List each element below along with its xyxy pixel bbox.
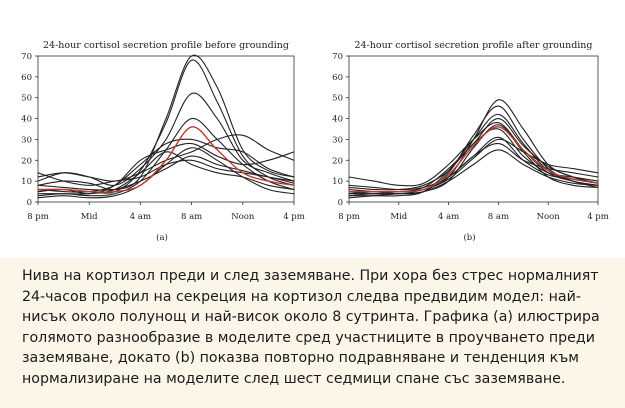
figure-caption: Нива на кортизол преди и след заземяване… [22, 268, 600, 387]
y-tick-label: 10 [332, 177, 343, 187]
series-line-11 [348, 138, 599, 195]
y-tick-label: 50 [21, 94, 32, 104]
series-line-7 [348, 128, 599, 191]
y-tick-label: 60 [332, 73, 343, 83]
x-tick-label: 8 pm [27, 212, 49, 222]
x-tick-label: 8 am [181, 212, 202, 222]
series-line-8 [37, 155, 295, 191]
charts-svg: 24-hour cortisol secretion profile befor… [21, 40, 609, 243]
y-tick-label: 20 [21, 156, 32, 166]
x-tick-label: Mid [81, 212, 98, 222]
y-tick-label: 40 [332, 115, 343, 125]
x-tick-label: 4 am [438, 212, 459, 222]
y-tick-label: 20 [332, 156, 343, 166]
chart-title: 24-hour cortisol secretion profile after… [354, 40, 592, 51]
chart-title: 24-hour cortisol secretion profile befor… [43, 40, 289, 51]
mean-series-line [348, 126, 599, 193]
y-tick-label: 40 [21, 115, 32, 125]
figure-panel: 24-hour cortisol secretion profile befor… [0, 0, 625, 258]
x-tick-label: Mid [390, 212, 407, 222]
chart-a: 24-hour cortisol secretion profile befor… [21, 40, 305, 243]
y-tick-label: 30 [21, 135, 32, 145]
y-tick-label: 70 [332, 52, 343, 62]
y-tick-label: 0 [27, 198, 32, 208]
x-tick-label: 8 am [488, 212, 509, 222]
series-line-10 [37, 159, 295, 186]
series-line-1 [348, 99, 599, 195]
x-tick-label: 8 pm [338, 212, 360, 222]
panel-label: (b) [463, 232, 475, 243]
y-tick-label: 10 [21, 177, 32, 187]
series-line-1 [37, 54, 295, 191]
y-tick-label: 60 [21, 73, 32, 83]
x-tick-label: 4 pm [587, 212, 609, 222]
x-tick-label: Noon [537, 212, 561, 222]
series-line-5 [37, 138, 295, 193]
x-tick-label: 4 am [130, 212, 151, 222]
panel-label: (a) [156, 232, 168, 243]
series-line-3 [37, 92, 295, 186]
mean-series-line [37, 126, 295, 193]
x-tick-label: Noon [231, 212, 255, 222]
chart-b: 24-hour cortisol secretion profile after… [332, 40, 609, 243]
series-line-7 [37, 142, 295, 195]
y-tick-label: 70 [21, 52, 32, 62]
series-line-2 [37, 59, 295, 194]
y-tick-label: 30 [332, 135, 343, 145]
series-line-11 [37, 151, 295, 195]
y-tick-label: 0 [338, 198, 343, 208]
y-tick-label: 50 [332, 94, 343, 104]
plot-frame [37, 55, 295, 203]
plot-frame [348, 55, 599, 203]
series-line-9 [348, 143, 599, 191]
x-tick-label: 4 pm [283, 212, 305, 222]
